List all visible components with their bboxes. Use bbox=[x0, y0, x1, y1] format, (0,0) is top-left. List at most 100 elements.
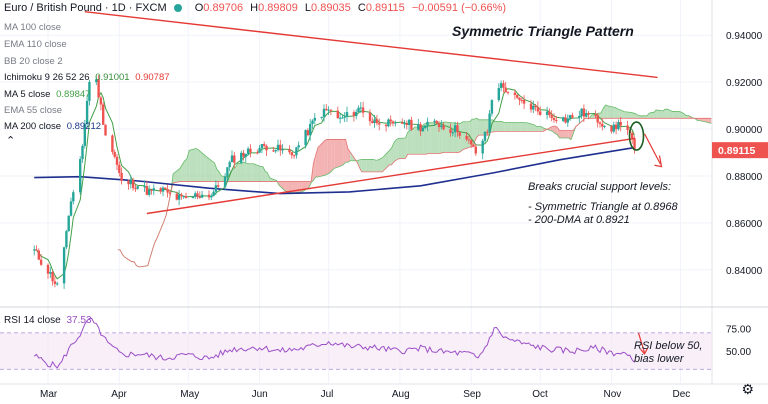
candle-body bbox=[214, 185, 218, 192]
indicator-bb20[interactable]: BB 20 close 2 bbox=[4, 56, 63, 67]
candle-body bbox=[242, 152, 245, 157]
ichimoku-cloud-segment bbox=[502, 121, 505, 132]
candle-body bbox=[359, 107, 362, 109]
ohlc-close-value: 0.89115 bbox=[365, 2, 405, 14]
candle-body bbox=[578, 115, 581, 118]
candle-body bbox=[230, 155, 234, 163]
candle-body bbox=[104, 124, 107, 136]
settings-gear-icon[interactable]: ⚙ bbox=[741, 381, 754, 397]
ichimoku-cloud-segment bbox=[216, 169, 220, 182]
indicator-ichimoku[interactable]: Ichimoku 9 26 52 26 0.91001 0.90787 bbox=[4, 72, 170, 83]
indicator-ema55[interactable]: EMA 55 close bbox=[4, 105, 63, 116]
annotation-note-heading: Breaks crucial support levels: bbox=[528, 181, 671, 193]
candle-body bbox=[617, 122, 620, 130]
candle-body bbox=[260, 144, 264, 149]
ichimoku-cloud-segment bbox=[506, 122, 509, 132]
trendline-lower bbox=[146, 137, 635, 215]
annotation-note-line: - 200-DMA at 0.8921 bbox=[528, 214, 630, 226]
candle-body bbox=[449, 129, 452, 133]
candle-body bbox=[136, 186, 139, 189]
ohlc-low-label: L bbox=[304, 2, 312, 14]
candle-body bbox=[582, 108, 586, 117]
indicator-ema110[interactable]: EMA 110 close bbox=[4, 39, 67, 50]
candle-body bbox=[72, 192, 75, 202]
candle-body bbox=[534, 105, 537, 108]
ichimoku-cloud-segment bbox=[476, 118, 480, 138]
candle-body bbox=[51, 272, 54, 282]
ichimoku-cloud-segment bbox=[331, 139, 335, 171]
candle-body bbox=[394, 122, 397, 124]
breakdown-arrow-head bbox=[654, 155, 663, 168]
candle-body bbox=[594, 114, 597, 116]
breakdown-circle bbox=[628, 121, 645, 151]
candle-body bbox=[313, 117, 316, 121]
y-tick-label: 0.86000 bbox=[726, 219, 763, 230]
rsi-arrow-shaft bbox=[637, 332, 646, 354]
ichimoku-cloud-segment bbox=[423, 123, 427, 155]
candle-body bbox=[113, 151, 116, 157]
indicator-ma5[interactable]: MA 5 close 0.89847 bbox=[4, 89, 91, 100]
ichimoku-cloud-segment bbox=[630, 112, 634, 119]
candle-body bbox=[419, 124, 422, 132]
ichimoku-cloud-segment bbox=[614, 107, 618, 119]
candle-body bbox=[410, 119, 413, 130]
candle-body bbox=[539, 111, 542, 115]
ichimoku-cloud-segment bbox=[375, 159, 378, 172]
candle-body bbox=[417, 124, 420, 130]
ichimoku-cloud-segment bbox=[492, 119, 496, 133]
candle-body bbox=[497, 88, 500, 101]
candle-body bbox=[626, 125, 629, 130]
symbol-title[interactable]: Euro / British Pound · 1D · FXCM bbox=[4, 2, 167, 14]
candle-body bbox=[373, 119, 376, 124]
ichimoku-cloud-segment bbox=[396, 138, 399, 161]
candle-body bbox=[598, 122, 602, 125]
candle-body bbox=[212, 191, 215, 196]
ichimoku-cloud-segment bbox=[364, 159, 367, 172]
candle-body bbox=[288, 149, 291, 153]
candle-body bbox=[437, 123, 441, 128]
candle-body bbox=[361, 107, 365, 113]
candle-body bbox=[564, 117, 567, 123]
ichimoku-cloud-segment bbox=[444, 122, 447, 153]
collapse-legend-icon[interactable]: ⌃ bbox=[6, 135, 16, 147]
candle-body bbox=[194, 193, 197, 197]
candle-body bbox=[134, 188, 137, 190]
ichimoku-cloud-segment bbox=[219, 171, 222, 182]
candle-body bbox=[272, 150, 275, 152]
x-tick-label: Sep bbox=[463, 389, 481, 400]
candle-body bbox=[320, 116, 323, 118]
candle-body bbox=[472, 144, 475, 147]
candle-body bbox=[357, 107, 360, 112]
ichimoku-cloud-segment bbox=[520, 122, 523, 132]
candle-body bbox=[281, 149, 284, 151]
y-tick-label: 0.92000 bbox=[726, 78, 763, 89]
ichimoku-cloud-segment bbox=[603, 104, 606, 119]
market-status-icon bbox=[173, 4, 182, 13]
candle-body bbox=[384, 124, 388, 127]
candle-body bbox=[39, 259, 43, 265]
rsi-legend[interactable]: RSI 14 close 37.53 bbox=[4, 315, 92, 326]
ichimoku-cloud-segment bbox=[554, 126, 558, 135]
candle-body bbox=[520, 99, 523, 101]
ichimoku-cloud-segment bbox=[327, 139, 330, 175]
ichimoku-cloud-segment bbox=[649, 112, 652, 119]
candle-body bbox=[426, 121, 429, 126]
candle-body bbox=[368, 112, 372, 122]
rsi-value: 37.53 bbox=[66, 315, 92, 326]
candle-body bbox=[65, 231, 68, 248]
candle-body bbox=[85, 100, 89, 125]
annotation-rsi-note-line: bias lower bbox=[634, 353, 685, 365]
indicator-ma200[interactable]: MA 200 close 0.89212 bbox=[4, 121, 102, 132]
ichimoku-cloud-segment bbox=[389, 148, 392, 165]
candle-body bbox=[56, 283, 59, 285]
ichimoku-cloud-segment bbox=[189, 148, 197, 182]
ichimoku-cloud-segment bbox=[347, 148, 351, 163]
indicator-ma100[interactable]: MA 100 close bbox=[4, 22, 62, 33]
candle-body bbox=[504, 87, 507, 93]
candle-body bbox=[433, 120, 436, 122]
candle-body bbox=[405, 123, 408, 125]
candle-body bbox=[614, 124, 618, 130]
candle-body bbox=[336, 110, 339, 119]
ma5-value: 0.89847 bbox=[56, 89, 91, 100]
candle-body bbox=[458, 132, 461, 136]
